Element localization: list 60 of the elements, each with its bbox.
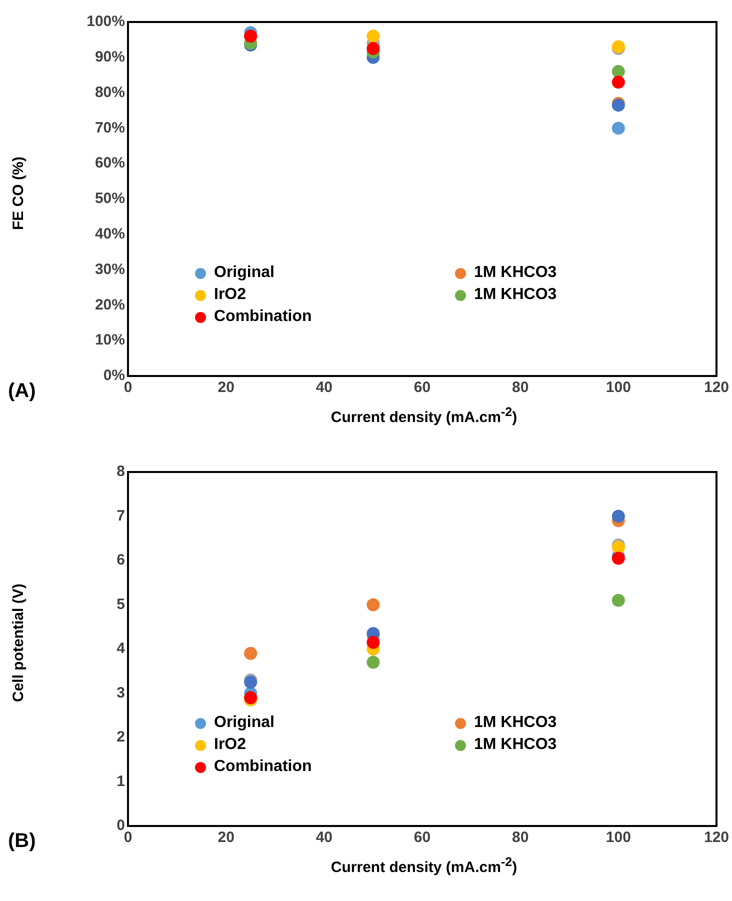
point	[612, 65, 625, 78]
x-axis-title: Current density (mA.cm$^{-2}$)	[330, 405, 518, 426]
x-tick-label: 40	[316, 829, 333, 846]
y-axis-title: Cell potential (V)	[10, 584, 27, 702]
point	[612, 76, 625, 89]
y-tick-label: 7	[116, 507, 125, 524]
x-tick-label: 80	[512, 829, 529, 846]
legend-label: 1M KHCO3	[474, 736, 557, 754]
point	[366, 42, 380, 56]
legend-label: Original	[214, 264, 274, 282]
y-tick-label: 60%	[94, 154, 125, 172]
x-tick-label: 20	[218, 379, 234, 396]
y-tick-label: 2	[116, 728, 125, 746]
y-tick-label: 1	[116, 772, 125, 790]
point	[366, 656, 380, 669]
text: (B)	[8, 830, 36, 853]
y-tick-label: 5	[116, 596, 125, 613]
x-tick-label: 20	[218, 829, 234, 846]
x-tick-label: 60	[414, 379, 431, 396]
y-tick-label: 6	[116, 552, 125, 569]
point	[244, 646, 258, 660]
point	[612, 510, 625, 523]
x-tick-label: 120	[704, 379, 729, 396]
x-axis-title: Current density (mA.cm$^{-2}$)	[330, 855, 518, 876]
y-tick-label: 3	[116, 684, 125, 702]
y-tick-label: 0	[116, 817, 125, 834]
legend-label: IrO2	[214, 736, 246, 754]
point	[366, 30, 380, 43]
legend-label: Combination	[214, 308, 312, 326]
x-tick-label: 120	[704, 829, 729, 846]
legend-label: 1M KHCO3	[474, 264, 557, 282]
y-tick-label: 40%	[94, 226, 125, 243]
x-tick-label: 60	[414, 829, 431, 846]
x-tick-label: 100	[606, 829, 631, 846]
y-tick-label: 10%	[94, 332, 125, 349]
y-tick-label: 70%	[94, 119, 125, 136]
y-tick-label: 100%	[86, 13, 125, 30]
legend-label: IrO2	[214, 286, 246, 304]
point	[244, 676, 258, 689]
y-tick-label: 30%	[94, 260, 125, 278]
y-tick-label: 0%	[103, 367, 125, 384]
x-tick-label: 100	[606, 379, 631, 396]
y-tick-label: 50%	[94, 190, 125, 208]
y-tick-label: 4	[116, 640, 126, 658]
x-tick-label: 80	[512, 379, 529, 396]
legend-label: 1M KHCO3	[474, 714, 557, 732]
y-tick-label: 80%	[94, 84, 125, 101]
point	[366, 636, 380, 649]
text: (A)	[8, 380, 36, 403]
y-tick-label: 8	[116, 463, 125, 480]
point	[612, 122, 625, 135]
y-tick-label: 20%	[94, 296, 125, 314]
point	[366, 598, 380, 612]
legend-label: Combination	[214, 758, 312, 776]
x-tick-label: 40	[316, 379, 333, 396]
point	[612, 594, 625, 607]
y-tick-label: 90%	[94, 48, 125, 66]
y-axis-title: FE CO (%)	[10, 156, 27, 230]
legend-label: Original	[214, 714, 274, 732]
legend-label: 1M KHCO3	[474, 286, 557, 304]
